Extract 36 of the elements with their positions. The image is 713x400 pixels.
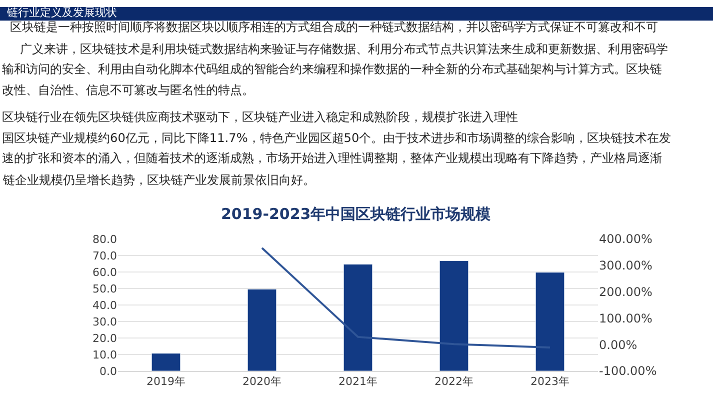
- bar: [343, 264, 373, 371]
- text: 输和访问的安全、利用由自动化脚本代码组成的智能合约来编程和操作数据的一种全新的分布式基础架构与计算方式。区块链: [2, 62, 662, 76]
- y-tick-label: 30.0: [92, 315, 117, 328]
- y2-tick-label: 200.00%: [599, 285, 652, 299]
- y-tick-label: 40.0: [92, 298, 117, 312]
- y2-tick-label: 300.00%: [599, 258, 652, 273]
- y-tick-label: 60.0: [92, 266, 117, 279]
- bar: [535, 272, 565, 371]
- y-tick-label: 20.0: [92, 332, 117, 345]
- y2-tick-label: 0.00%: [599, 338, 638, 352]
- y2-tick-label: 100.00%: [599, 311, 652, 326]
- text: 区块链行业在领先区块链供应商技术驱动下，区块链产业进入稳定和成熟阶段，规模扩张进入理性: [2, 110, 518, 124]
- y-tick-label: 10.0: [92, 348, 117, 362]
- text: 区块链是一种按照时间顺序将数据区块以顺序相连的方式组合成的一种链式数据结构，并以密码学方式保证不可篡改和不可: [10, 20, 658, 34]
- x-tick-label: 2020年: [242, 375, 282, 388]
- chart-title: 2019-2023年中国区块链行业市场规模: [221, 205, 492, 223]
- y-tick-label: 0.0: [100, 364, 117, 378]
- bar: [247, 288, 277, 371]
- text: 链企业规模仍呈增长趋势，区块链产业发展前景依旧向好。: [2, 173, 315, 187]
- line-series: [261, 246, 551, 348]
- y-tick-label: 80.0: [92, 232, 117, 246]
- bar: [151, 353, 181, 371]
- text: 广义来讲，区块链技术是利用块链式数据结构来验证与存储数据、利用分布式节点共识算法来生成和更新数据、利用密码学: [20, 42, 668, 56]
- x-tick-label: 2021年: [338, 375, 378, 388]
- x-tick-label: 2022年: [434, 375, 474, 388]
- y-tick-label: 50.0: [92, 282, 117, 296]
- y2-tick-label: -100.00%: [599, 364, 657, 378]
- text: 速的扩张和资本的涌入，但随着技术的逐渐成熟，市场开始进入理性调整期，整体产业规模出现略有下降趋势，产业格局逐渐: [2, 151, 662, 165]
- text: 链行业定义及发展现状: [6, 6, 117, 19]
- x-tick-label: 2023年: [530, 375, 570, 388]
- y2-tick-label: 400.00%: [599, 232, 652, 246]
- y-tick-label: 70.0: [92, 249, 117, 262]
- text: 国区块链产业规模约60亿元，同比下降11.7%，特色产业园区超50个。由于技术进步和市场调整的综合影响，区块链技术在发: [2, 131, 672, 145]
- x-tick-label: 2019年: [146, 375, 186, 388]
- text: 改性、自治性、信息不可篡改与匿名性的特点。: [2, 83, 254, 97]
- bar: [439, 260, 469, 371]
